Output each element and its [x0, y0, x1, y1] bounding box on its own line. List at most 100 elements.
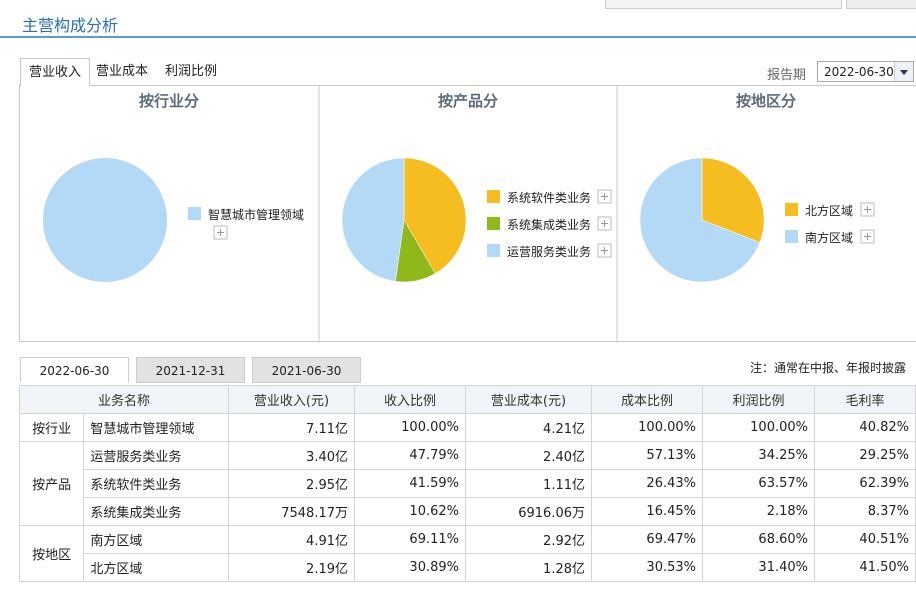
table-row: 按产品 运营服务类业务 3.40亿 47.79% 2.40亿 57.13% 34.25% 29…	[18, 441, 916, 526]
value-cell: 1.11亿	[465, 469, 592, 498]
expand-button[interactable]	[597, 216, 612, 231]
table-row: 北方区域 2.19亿 30.89% 1.28亿 30.53% 31.40% 41.50%	[20, 553, 916, 582]
value-cell: 41.50%	[814, 553, 916, 582]
value-cell: 29.25%	[814, 441, 916, 470]
pie-title: 按产品分	[438, 92, 498, 110]
value-cell: 3.40亿	[228, 441, 355, 470]
group-cell: 按产品	[18, 441, 85, 526]
value-cell: 100.00%	[702, 413, 815, 442]
column-header: 营业成本(元)	[465, 385, 592, 414]
value-cell: 34.25%	[702, 441, 815, 470]
column-header: 业务名称	[19, 385, 229, 414]
name-cell: 运营服务类业务	[83, 441, 229, 470]
column-header: 成本比例	[591, 385, 703, 414]
group-cell: 按地区	[18, 525, 85, 582]
expand-button[interactable]	[597, 189, 612, 204]
value-cell: 7548.17万	[228, 497, 355, 526]
legend-swatch	[487, 217, 500, 230]
value-cell: 57.13%	[591, 441, 703, 470]
value-cell: 8.37%	[814, 497, 916, 526]
search-box[interactable]	[605, 0, 842, 9]
search-button[interactable]	[846, 0, 916, 9]
value-cell: 2.18%	[702, 497, 815, 526]
legend-swatch	[785, 203, 798, 216]
pie-slice	[403, 157, 467, 274]
report-period-label: 报告期	[767, 68, 807, 83]
name-cell: 系统软件类业务	[83, 469, 229, 498]
value-cell: 47.79%	[354, 441, 466, 470]
column-header: 收入比例	[354, 385, 466, 414]
legend-swatch	[487, 190, 500, 203]
report-period: 2022-06-30	[824, 65, 894, 79]
dropdown-arrow[interactable]	[894, 62, 913, 81]
value-cell: 31.40%	[702, 553, 815, 582]
legend-swatch	[188, 207, 201, 220]
value-cell: 30.53%	[591, 553, 703, 582]
name-cell: 系统集成类业务	[83, 497, 229, 526]
pie-panel	[19, 85, 916, 342]
table-row: 按行业 智慧城市管理领域 7.11亿 100.00% 4.21亿 100.00% 100.0…	[18, 413, 916, 442]
table-row: 按地区 南方区域 4.91亿 69.11% 2.92亿 69.47% 68.60% 40.51…	[18, 525, 916, 582]
tab[interactable]: 利润比例	[165, 64, 218, 79]
value-cell: 4.91亿	[228, 525, 355, 554]
value-cell: 26.43%	[591, 469, 703, 498]
pie-slice	[43, 158, 167, 282]
value-cell: 63.57%	[702, 469, 815, 498]
legend-swatch	[487, 244, 500, 257]
tab[interactable]: 营业收入	[20, 58, 91, 87]
value-cell: 7.11亿	[228, 413, 355, 442]
data-table: 业务名称 营业收入(元) 收入比例 营业成本(元) 成本比例 利润比例 毛利率 按行业 智慧城市…	[18, 385, 916, 582]
name-cell: 南方区域	[83, 525, 229, 554]
value-cell: 100.00%	[591, 413, 703, 442]
date-tab[interactable]: 2021-12-31	[136, 357, 245, 383]
tab[interactable]: 营业成本	[96, 64, 149, 79]
value-cell: 40.82%	[814, 413, 916, 442]
value-cell: 4.21亿	[465, 413, 592, 442]
pie-title: 按行业分	[139, 92, 199, 110]
legend-label: 系统集成类业务	[507, 217, 591, 232]
legend-label: 北方区域	[805, 203, 853, 218]
group-cell: 按行业	[18, 413, 85, 442]
header-row: 业务名称 营业收入(元) 收入比例 营业成本(元) 成本比例 利润比例 毛利率	[19, 385, 916, 414]
legend-label: 系统软件类业务	[507, 190, 591, 205]
value-cell: 2.95亿	[228, 469, 355, 498]
legend-label: 运营服务类业务	[507, 244, 591, 259]
value-cell: 69.11%	[354, 525, 466, 554]
name-cell: 北方区域	[83, 553, 229, 582]
value-cell: 100.00%	[354, 413, 466, 442]
expand-button[interactable]	[860, 202, 875, 217]
value-cell: 6916.06万	[465, 497, 592, 526]
value-cell: 2.40亿	[465, 441, 592, 470]
legend-label: 智慧城市管理领域	[208, 207, 304, 222]
pie-slice	[701, 157, 765, 243]
column-header: 毛利率	[814, 385, 916, 414]
pie-slice	[639, 157, 761, 283]
pie-slice	[341, 157, 405, 282]
value-cell: 1.28亿	[465, 553, 592, 582]
table-row: 系统软件类业务 2.95亿 41.59% 1.11亿 26.43% 63.57% 62.39…	[20, 469, 916, 498]
date-tab[interactable]: 2022-06-30	[20, 357, 129, 383]
value-cell: 62.39%	[814, 469, 916, 498]
expand-button[interactable]	[860, 229, 875, 244]
value-cell: 68.60%	[702, 525, 815, 554]
value-cell: 2.19亿	[228, 553, 355, 582]
header-rule	[0, 36, 916, 38]
expand-button[interactable]	[213, 225, 228, 240]
name-cell: 智慧城市管理领域	[83, 413, 229, 442]
column-header: 利润比例	[702, 385, 815, 414]
value-cell: 10.62%	[354, 497, 466, 526]
section-title: 主营构成分析	[22, 16, 119, 35]
value-cell: 40.51%	[814, 525, 916, 554]
date-tab[interactable]: 2021-06-30	[252, 357, 361, 383]
value-cell: 16.45%	[591, 497, 703, 526]
value-cell: 2.92亿	[465, 525, 592, 554]
value-cell: 41.59%	[354, 469, 466, 498]
legend-swatch	[785, 230, 798, 243]
table-row: 系统集成类业务 7548.17万 10.62% 6916.06万 16.45% 2.18%…	[20, 497, 916, 526]
value-cell: 30.89%	[354, 553, 466, 582]
report-period-select[interactable]: 2022-06-30	[817, 61, 914, 82]
legend-label: 南方区域	[805, 230, 853, 245]
expand-button[interactable]	[597, 243, 612, 258]
